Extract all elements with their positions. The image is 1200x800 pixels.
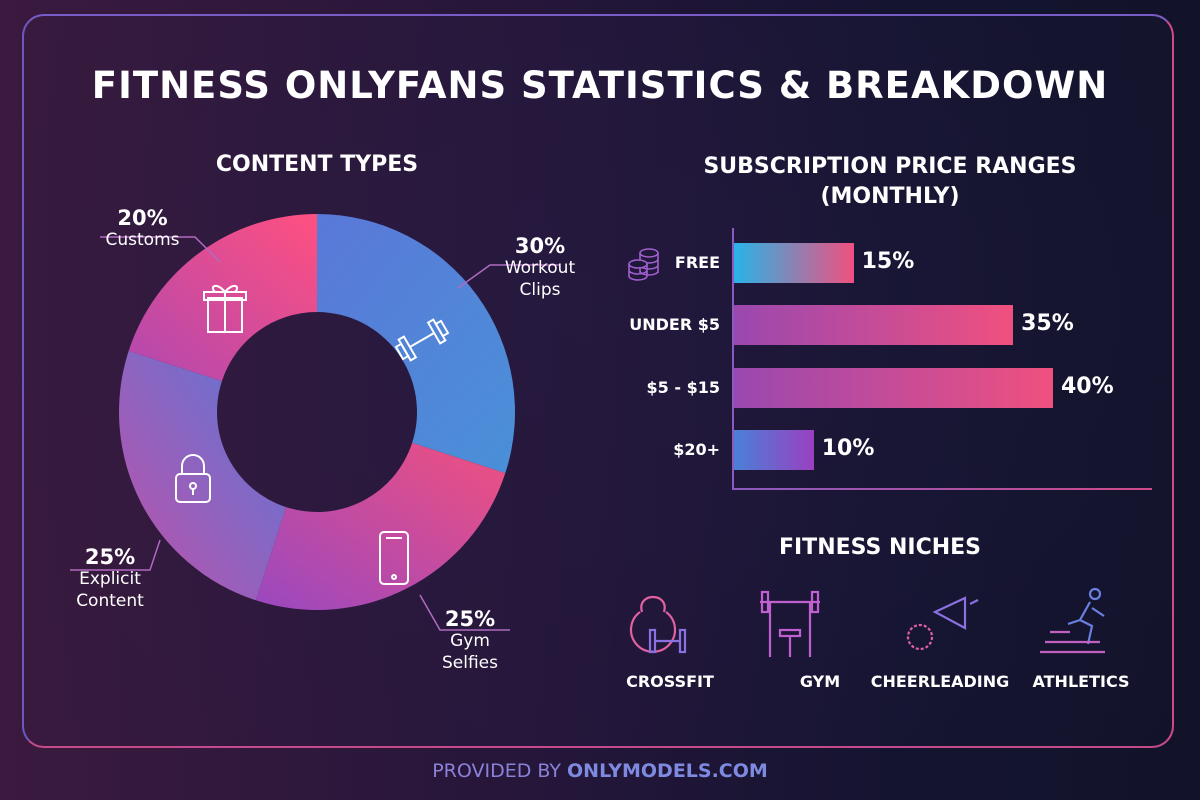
y-axis xyxy=(732,228,734,490)
bar-0 xyxy=(734,243,854,283)
bar-category-label: UNDER $5 xyxy=(629,315,720,334)
bar-value-label: 40% xyxy=(1061,374,1114,399)
gift-icon xyxy=(203,285,247,333)
bench-press-icon xyxy=(760,590,820,657)
niche-crossfit: CROSSFIT xyxy=(626,672,714,691)
niche-gym: GYM xyxy=(799,672,841,691)
donut-slice-gym-selfies xyxy=(255,442,506,610)
slice-label-customs: 20% Customs xyxy=(105,206,180,250)
donut-title: CONTENT TYPES xyxy=(215,152,419,177)
bar-category-label: $20+ xyxy=(673,440,720,459)
bar-value-label: 35% xyxy=(1021,311,1074,336)
slice-label-explicit: 25% Explicit Content xyxy=(76,545,144,611)
slice-label-gym-selfies: 25% Gym Selfies xyxy=(442,607,498,673)
niches-title: FITNESS NICHES xyxy=(778,535,982,560)
lock-icon xyxy=(175,454,211,503)
bar-value-label: 10% xyxy=(821,436,875,461)
footer-brand-link[interactable]: ONLYMODELS.COM xyxy=(567,760,768,782)
megaphone-icon xyxy=(906,596,979,651)
bar-value-label: 15% xyxy=(861,249,915,274)
niche-cheerleading: CHEERLEADING xyxy=(870,672,1010,691)
bar-chart-title: SUBSCRIPTION PRICE RANGES (MONTHLY) xyxy=(703,154,1077,209)
bar-2 xyxy=(734,368,1053,408)
niche-athletics: ATHLETICS xyxy=(1032,672,1130,691)
slice-label-workout: 30% Workout Clips xyxy=(504,234,576,300)
bar-category-label: $5 - $15 xyxy=(646,378,720,397)
niche-icons xyxy=(629,587,1105,657)
phone-icon xyxy=(379,531,409,585)
bar-3 xyxy=(734,430,814,470)
donut-slice-explicit-content xyxy=(119,350,287,601)
bar-1 xyxy=(734,305,1014,345)
bar-category-label: FREE xyxy=(674,253,720,272)
kettlebell-icon xyxy=(629,596,687,654)
x-axis xyxy=(732,488,1152,490)
coins-icon xyxy=(628,248,659,281)
footer-prefix: PROVIDED BY xyxy=(432,760,561,782)
page-title: FITNESS ONLYFANS STATISTICS & BREAKDOWN xyxy=(91,64,1109,107)
dumbbell-icon xyxy=(394,318,450,362)
runner-icon xyxy=(1040,587,1105,654)
footer: PROVIDED BY ONLYMODELS.COM xyxy=(0,760,1200,782)
